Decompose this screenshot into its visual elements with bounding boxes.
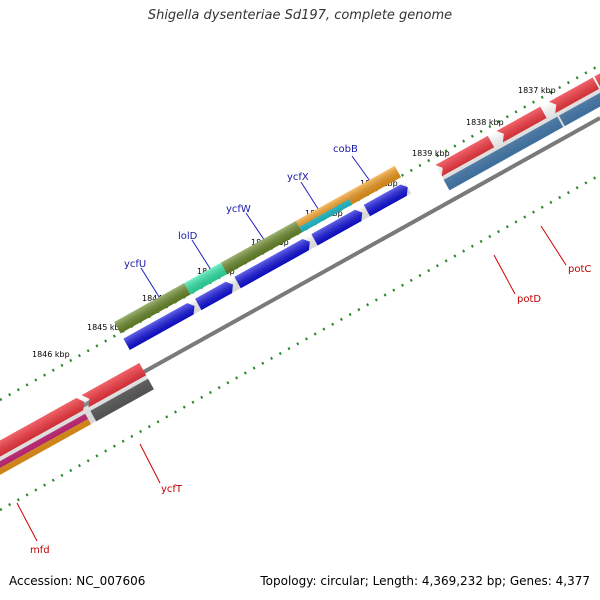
tick-label: 1839 kbp xyxy=(412,149,450,158)
gene-label-ycfT: ycfT xyxy=(161,484,183,495)
lower-strand xyxy=(0,363,154,480)
gene-label-ycfU: ycfU xyxy=(124,259,146,270)
gene-label-lolD: lolD xyxy=(178,231,198,242)
gene-label-potD: potD xyxy=(517,294,541,305)
gene-label-ycfX: ycfX xyxy=(287,172,309,183)
gene-label-mfd: mfd xyxy=(30,545,50,556)
upper-strand xyxy=(114,66,600,351)
gene-label-potC: potC xyxy=(568,264,591,275)
gene-label-cobB: cobB xyxy=(333,144,358,155)
gene-label-ycfW: ycfW xyxy=(226,204,251,215)
topology-summary: Topology: circular; Length: 4,369,232 bp… xyxy=(260,574,590,588)
tick-label: 1845 kbp xyxy=(87,323,125,332)
tick-label: 1846 kbp xyxy=(32,350,70,359)
accession-text: Accession: NC_007606 xyxy=(9,574,146,588)
tick-label: 1838 kbp xyxy=(466,118,504,127)
bottom-leader-lines xyxy=(16,225,567,542)
tick-label: 1837 kbp xyxy=(518,86,556,95)
map-title: Shigella dysenteriae Sd197, complete gen… xyxy=(147,8,453,23)
